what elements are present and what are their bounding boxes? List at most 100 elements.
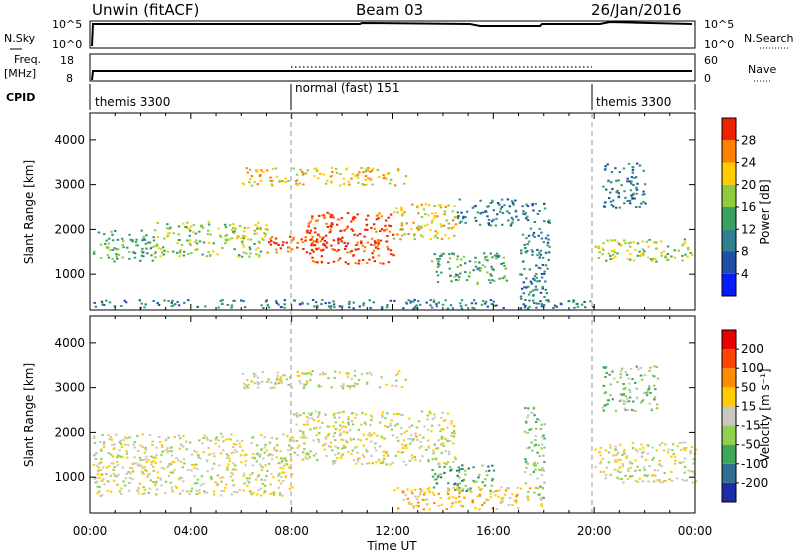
power-cell xyxy=(348,300,351,303)
power-cell xyxy=(382,177,386,180)
power-cell xyxy=(610,203,613,206)
power-cell xyxy=(620,244,623,247)
power-cell xyxy=(350,177,353,180)
vel-cell xyxy=(524,420,528,423)
power-cell xyxy=(317,177,320,180)
vel-cell xyxy=(416,438,419,441)
vel-cell xyxy=(327,377,330,380)
power-cell xyxy=(207,241,211,244)
power-cell xyxy=(355,174,359,177)
vel-cell xyxy=(281,494,284,497)
power-cell xyxy=(348,306,351,309)
power-cell xyxy=(610,171,614,174)
power-cell xyxy=(416,206,420,209)
vel-cell xyxy=(334,421,337,424)
vel-cell xyxy=(279,493,282,496)
power-cell xyxy=(403,233,406,236)
vel-cell xyxy=(532,470,536,473)
power-cell xyxy=(322,214,326,217)
vel-cell xyxy=(287,384,290,386)
power-cell xyxy=(486,271,489,274)
power-cell xyxy=(282,241,285,244)
vel-cell xyxy=(683,457,687,460)
power-cell xyxy=(456,274,459,277)
power-cell xyxy=(242,237,245,240)
power-cell xyxy=(492,300,495,303)
power-cell xyxy=(618,171,621,174)
power-cell xyxy=(129,238,132,241)
vel-cell xyxy=(456,474,459,477)
power-cell xyxy=(223,223,227,226)
power-cell xyxy=(358,232,362,235)
power-cell xyxy=(438,263,441,266)
vel-cell xyxy=(433,443,436,446)
vel-cell xyxy=(658,443,662,446)
vel-cell xyxy=(653,469,656,472)
power-cell xyxy=(304,236,307,239)
vel-cell xyxy=(442,444,445,447)
power-cell xyxy=(389,225,393,228)
vel-cell xyxy=(654,388,657,391)
vel-cell xyxy=(444,419,447,422)
vel-cell xyxy=(269,387,272,390)
vel-cell xyxy=(356,451,359,454)
vel-cell xyxy=(298,444,301,447)
vel-cell xyxy=(120,446,124,449)
vel-cell xyxy=(263,446,266,449)
vel-cell xyxy=(382,450,385,453)
vel-cell xyxy=(438,424,441,427)
power-cell xyxy=(313,244,317,247)
vel-cell xyxy=(634,469,637,472)
power-cell xyxy=(627,242,631,245)
power-cell xyxy=(435,270,438,273)
power-cell xyxy=(326,226,330,228)
vel-cell xyxy=(661,481,664,484)
power-cell xyxy=(385,178,388,180)
vel-cell xyxy=(352,384,355,387)
power-cell xyxy=(603,205,606,208)
power-cell xyxy=(489,202,492,204)
vel-cell xyxy=(306,420,309,423)
vel-cell xyxy=(181,489,185,492)
vel-cell xyxy=(248,481,251,484)
power-cell xyxy=(371,183,374,186)
power-cell xyxy=(673,256,677,259)
power-cell xyxy=(459,264,462,267)
power-cell xyxy=(324,182,328,185)
vel-cell xyxy=(340,454,343,457)
power-cell xyxy=(353,174,357,177)
power-cell xyxy=(166,223,169,226)
power-cell xyxy=(372,249,376,252)
vel-cell xyxy=(162,450,165,453)
vel-cell xyxy=(408,502,411,505)
power-cell xyxy=(373,260,376,263)
vel-cell xyxy=(450,422,453,425)
power-cell xyxy=(319,172,323,175)
power-cell xyxy=(255,170,259,173)
vel-cell xyxy=(471,499,474,502)
power-cell xyxy=(301,241,305,244)
vel-cell xyxy=(419,493,422,496)
power-cell xyxy=(418,303,422,306)
vel-cell xyxy=(250,493,253,496)
vel-cell xyxy=(97,466,100,469)
power-cell xyxy=(544,280,547,283)
vel-cell xyxy=(272,493,276,496)
power-cell xyxy=(642,169,645,172)
power-cell xyxy=(612,199,615,202)
power-cell xyxy=(602,242,605,245)
power-cell xyxy=(483,265,487,268)
power-cell xyxy=(538,280,541,283)
vel-cell xyxy=(599,460,603,463)
vel-cell xyxy=(415,498,419,501)
power-cell xyxy=(455,215,458,218)
time-tick-label: 16:00 xyxy=(476,524,511,538)
power-cell xyxy=(315,301,318,304)
power-cell xyxy=(128,257,131,260)
vel-cell xyxy=(384,424,387,427)
vel-cell xyxy=(342,430,346,433)
vel-cell xyxy=(251,472,254,475)
power-cell xyxy=(529,227,533,230)
power-cell xyxy=(314,261,317,264)
power-cell xyxy=(443,210,447,213)
